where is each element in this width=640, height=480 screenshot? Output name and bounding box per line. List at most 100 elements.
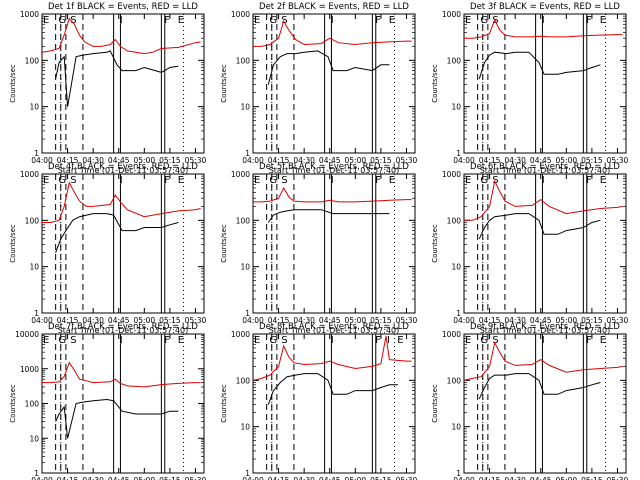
x-tick-label: 05:15 xyxy=(370,316,392,325)
x-tick-label: 05:00 xyxy=(134,156,156,165)
x-tick-label: 05:00 xyxy=(345,476,367,480)
x-tick-label: 04:45 xyxy=(530,316,552,325)
segment-letter: I xyxy=(120,335,123,346)
x-tick-label: 05:30 xyxy=(185,476,207,480)
segment-letter: E xyxy=(178,335,184,346)
segment-letter: S xyxy=(70,335,76,346)
x-tick-label: 04:30 xyxy=(504,476,526,480)
y-tick-label: 10 xyxy=(29,434,39,443)
panel-det-1: Det 1f BLACK = Events, RED = LLD 1 10 100 10… xyxy=(9,2,207,175)
y-tick-label: 1000 xyxy=(231,170,250,179)
segment-letter: I xyxy=(331,175,334,186)
segment-letter: S xyxy=(281,175,287,186)
series-events-line xyxy=(267,50,390,85)
x-tick-label: 04:00 xyxy=(242,316,264,325)
x-tick-label: 04:45 xyxy=(319,476,341,480)
segment-letter: G xyxy=(58,335,66,346)
y-tick-label: 100 xyxy=(447,216,462,225)
x-tick-label: 04:00 xyxy=(31,156,53,165)
series-events-line xyxy=(55,213,179,253)
y-tick-label: 1 xyxy=(245,309,250,318)
x-tick-label: 05:15 xyxy=(159,156,181,165)
y-tick-label: 10 xyxy=(240,103,250,112)
x-tick-label: 05:30 xyxy=(185,156,207,165)
series-lld-line xyxy=(42,181,201,223)
segment-letter: F xyxy=(164,335,170,346)
plot-frame xyxy=(463,13,627,154)
x-tick-label: 04:30 xyxy=(504,156,526,165)
x-axis-label: Start Time (01-Dec-11 03:57:40) xyxy=(480,166,611,175)
panel-det-7: Det 7f BLACK = Events, RED = LLD 1 10 100 10… xyxy=(9,322,207,480)
plot-frame xyxy=(41,13,205,154)
segment-letter: E xyxy=(465,175,471,186)
segment-letter: E xyxy=(178,175,184,186)
x-tick-label: 04:15 xyxy=(479,316,501,325)
y-tick-label: 1000 xyxy=(20,10,39,19)
y-axis-label: Counts/sec xyxy=(9,224,17,263)
series-lld-line xyxy=(253,19,412,47)
panel-title: Det 1f BLACK = Events, RED = LLD xyxy=(48,2,198,12)
x-tick-label: 04:30 xyxy=(293,156,315,165)
x-tick-label: 04:30 xyxy=(293,316,315,325)
segment-letter: G xyxy=(58,175,66,186)
segment-letter: F xyxy=(375,15,381,26)
y-tick-label: 1000 xyxy=(442,10,461,19)
x-tick-label: 05:30 xyxy=(396,316,418,325)
y-tick-label: 100 xyxy=(236,216,251,225)
y-tick-label: 1 xyxy=(456,309,461,318)
y-tick-label: 100 xyxy=(236,56,251,65)
series-events-line xyxy=(55,398,179,439)
x-tick-label: 04:00 xyxy=(453,156,475,165)
segment-letter: S xyxy=(281,15,287,26)
x-tick-label: 04:00 xyxy=(453,316,475,325)
x-tick-label: 04:30 xyxy=(82,476,104,480)
y-tick-label: 100 xyxy=(25,56,40,65)
x-tick-label: 05:00 xyxy=(134,476,156,480)
segment-letter: I xyxy=(542,175,545,186)
x-tick-label: 04:15 xyxy=(479,156,501,165)
y-tick-label: 100 xyxy=(236,376,251,385)
series-events-line xyxy=(478,373,601,400)
y-tick-label: 10 xyxy=(451,103,461,112)
panel-det-3: Det 3f BLACK = Events, RED = LLD 1 10 100 10… xyxy=(431,2,629,175)
panel-title: Det 8f BLACK = Events, RED = LLD xyxy=(259,322,409,332)
segment-letter: E xyxy=(43,335,49,346)
x-tick-label: 05:00 xyxy=(556,476,578,480)
x-tick-label: 04:00 xyxy=(31,476,53,480)
segment-letter: F xyxy=(164,175,170,186)
plot-frame xyxy=(463,173,627,314)
y-tick-label: 1000 xyxy=(231,10,250,19)
x-tick-label: 04:15 xyxy=(479,476,501,480)
segment-letter: I xyxy=(331,335,334,346)
x-tick-label: 05:15 xyxy=(159,476,181,480)
x-tick-label: 04:00 xyxy=(31,316,53,325)
x-tick-label: 05:00 xyxy=(556,316,578,325)
panel-title: Det 4f BLACK = Events, RED = LLD xyxy=(48,162,198,172)
series-lld-line xyxy=(253,186,412,203)
x-tick-label: 05:15 xyxy=(581,316,603,325)
y-tick-label: 10000 xyxy=(15,330,39,339)
series-lld-line xyxy=(464,18,623,39)
y-axis-label: Counts/sec xyxy=(220,224,228,263)
segment-letter: G xyxy=(269,335,277,346)
panel-det-9: Det 9f BLACK = Events, RED = LLD 1 10 100 10… xyxy=(431,322,629,480)
series-lld-line xyxy=(464,179,623,221)
x-tick-label: 05:00 xyxy=(556,156,578,165)
segment-letter: F xyxy=(586,15,592,26)
y-tick-label: 1000 xyxy=(20,365,39,374)
segment-letter: S xyxy=(281,335,287,346)
y-tick-label: 10 xyxy=(240,423,250,432)
y-tick-label: 100 xyxy=(25,216,40,225)
segment-letter: S xyxy=(492,175,498,186)
segment-letter: I xyxy=(120,15,123,26)
x-tick-label: 04:30 xyxy=(293,476,315,480)
x-tick-label: 05:30 xyxy=(607,316,629,325)
segment-letter: S xyxy=(492,335,498,346)
plot-frame xyxy=(463,333,627,474)
x-tick-label: 05:30 xyxy=(607,156,629,165)
x-axis-label: Start Time (01-Dec-11 03:57:40) xyxy=(269,166,400,175)
x-tick-label: 05:30 xyxy=(607,476,629,480)
panel-title: Det 5f BLACK = Events, RED = LLD xyxy=(259,162,409,172)
x-tick-label: 05:15 xyxy=(581,476,603,480)
